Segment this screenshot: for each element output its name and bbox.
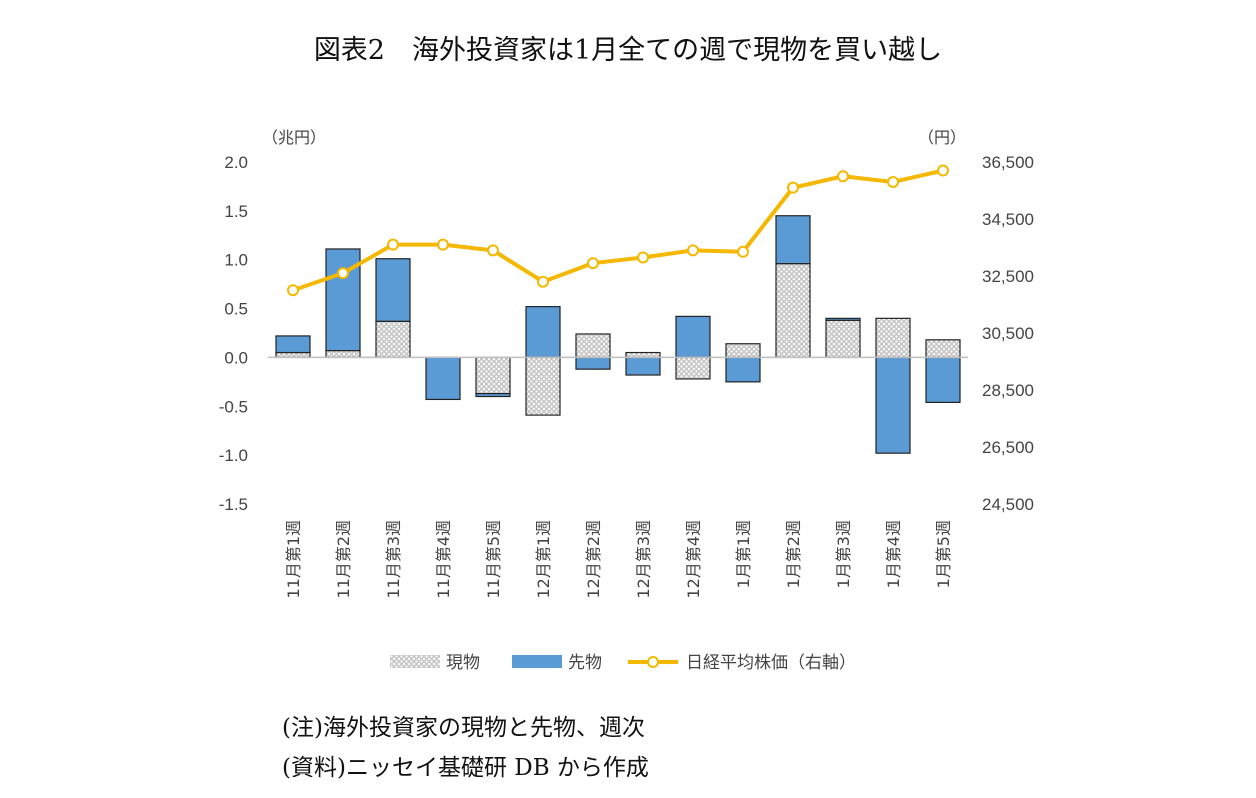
left-tick-label: -1.5 <box>219 495 248 514</box>
right-axis: 36,500 34,500 32,500 30,500 28,500 26,500 24,5… <box>918 128 1034 514</box>
nikkei-point <box>287 284 299 297</box>
left-tick-label: 0.0 <box>224 348 248 367</box>
note-line: (注)海外投資家の現物と先物、週次 <box>282 715 645 741</box>
nikkei-point <box>937 164 949 177</box>
legend-label-genbutsu: 現物 <box>446 653 480 673</box>
nikkei-point <box>837 170 849 183</box>
category-label: 1月第3週 <box>834 520 853 588</box>
category-label: 11月第4週 <box>434 520 453 599</box>
category-label: 11月第3週 <box>384 520 403 599</box>
bar-genbutsu <box>725 343 761 359</box>
legend-swatch-marker <box>647 656 659 668</box>
bar-genbutsu <box>825 319 861 359</box>
bar-genbutsu <box>675 356 711 380</box>
category-label: 1月第1週 <box>734 520 753 588</box>
source-line: (資料)ニッセイ基礎研 DB から作成 <box>282 755 649 781</box>
left-tick-label: -1.0 <box>219 446 248 465</box>
left-tick-label: 2.0 <box>224 153 248 172</box>
bar-sakimono <box>925 356 961 403</box>
category-label: 1月第5週 <box>934 520 953 588</box>
category-label: 12月第3週 <box>634 520 653 599</box>
legend-label-sakimono: 先物 <box>568 653 602 673</box>
chart-area: 2.0 1.5 1.0 0.5 0.0 -0.5 -1.0 -1.5 （兆円） 36,500 34… <box>219 128 1034 673</box>
bar-sakimono <box>825 317 861 321</box>
line-series <box>287 164 949 297</box>
nikkei-point <box>337 267 349 280</box>
right-axis-unit: （円） <box>918 128 966 147</box>
nikkei-point <box>887 175 899 188</box>
bar-sakimono <box>675 315 711 359</box>
bar-genbutsu <box>475 356 511 395</box>
bar-sakimono <box>725 356 761 383</box>
bar-genbutsu <box>925 339 961 359</box>
nikkei-point <box>387 238 399 251</box>
right-tick-label: 26,500 <box>982 438 1034 457</box>
right-tick-label: 28,500 <box>982 381 1034 400</box>
bar-sakimono <box>475 392 511 398</box>
nikkei-point <box>787 181 799 194</box>
bar-genbutsu <box>375 320 411 359</box>
nikkei-point <box>687 244 699 257</box>
left-axis: 2.0 1.5 1.0 0.5 0.0 -0.5 -1.0 -1.5 （兆円） <box>219 128 326 514</box>
category-label: 12月第1週 <box>534 520 553 599</box>
nikkei-point <box>637 251 649 264</box>
category-labels: 11月第1週 11月第2週 11月第3週 11月第4週 11月第5週 12月第1週 12月第… <box>284 520 953 599</box>
bar-genbutsu <box>525 356 561 416</box>
bar-sakimono <box>375 258 411 322</box>
nikkei-point <box>537 275 549 288</box>
nikkei-point <box>737 245 749 258</box>
category-label: 11月第2週 <box>334 520 353 599</box>
bar-sakimono <box>575 356 611 370</box>
legend-swatch-genbutsu <box>390 655 440 668</box>
chart-title: 図表2 海外投資家は1月全ての週で現物を買い越し <box>313 35 943 66</box>
left-tick-label: 0.5 <box>224 300 248 319</box>
right-tick-label: 24,500 <box>982 495 1034 514</box>
bar-genbutsu <box>575 333 611 359</box>
category-label: 11月第5週 <box>484 520 503 599</box>
left-tick-label: 1.5 <box>224 202 248 221</box>
left-tick-label: -0.5 <box>219 397 248 416</box>
category-label: 1月第4週 <box>884 520 903 588</box>
right-tick-label: 34,500 <box>982 210 1034 229</box>
legend-label-nikkei: 日経平均株価（右軸） <box>686 653 856 673</box>
chart-notes: (注)海外投資家の現物と先物、週次 (資料)ニッセイ基礎研 DB から作成 <box>282 708 649 788</box>
right-tick-label: 32,500 <box>982 267 1034 286</box>
bar-sakimono <box>775 215 811 265</box>
legend: 現物 先物 日経平均株価（右軸） <box>390 653 856 673</box>
bar-genbutsu <box>875 317 911 359</box>
bar-sakimono <box>275 335 311 354</box>
nikkei-point <box>437 238 449 251</box>
left-tick-label: 1.0 <box>224 251 248 270</box>
category-label: 1月第2週 <box>784 520 803 588</box>
nikkei-line <box>292 168 944 293</box>
nikkei-point <box>487 244 499 257</box>
nikkei-point <box>587 257 599 270</box>
right-tick-label: 30,500 <box>982 324 1034 343</box>
right-tick-label: 36,500 <box>982 153 1034 172</box>
bar-sakimono <box>875 356 911 454</box>
left-axis-unit: （兆円） <box>262 128 326 147</box>
bar-sakimono <box>525 306 561 359</box>
category-label: 11月第1週 <box>284 520 303 599</box>
bar-genbutsu <box>325 349 361 359</box>
category-label: 12月第2週 <box>584 520 603 599</box>
bar-sakimono <box>425 356 461 401</box>
bar-series <box>275 215 961 454</box>
bar-genbutsu <box>775 263 811 359</box>
legend-swatch-sakimono <box>512 655 562 668</box>
bar-sakimono <box>625 356 661 376</box>
category-label: 12月第4週 <box>684 520 703 599</box>
